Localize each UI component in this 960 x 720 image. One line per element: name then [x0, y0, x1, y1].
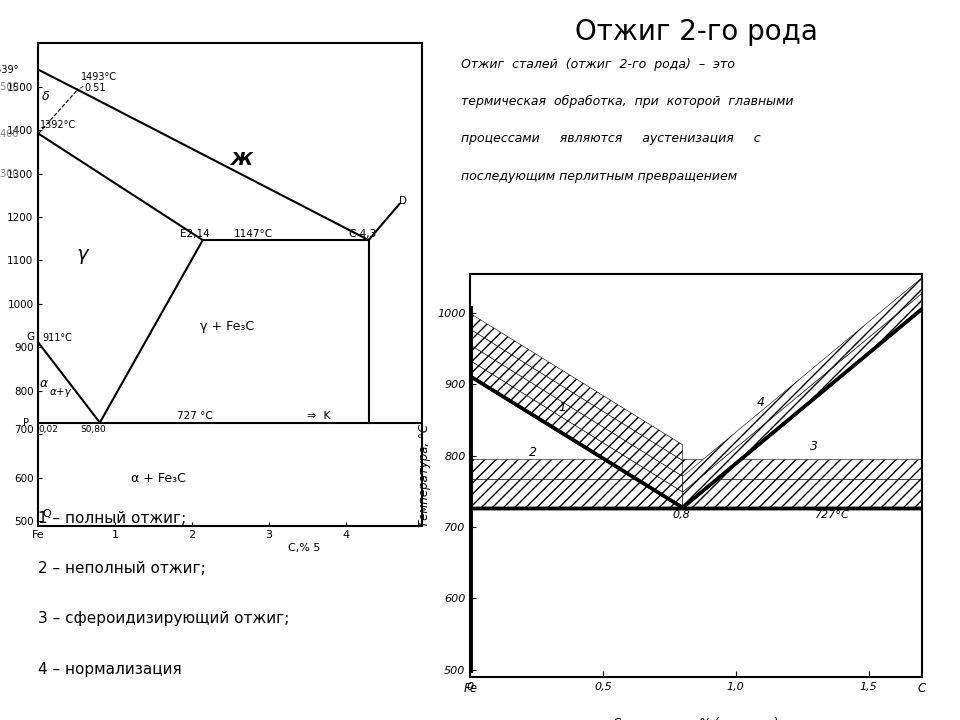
Text: α+γ: α+γ: [50, 387, 72, 397]
Text: 727°C: 727°C: [815, 510, 851, 521]
Text: E2,14: E2,14: [180, 228, 210, 238]
Text: C: C: [918, 683, 925, 696]
Text: процессами     являются     аустенизация     с: процессами являются аустенизация с: [461, 132, 760, 145]
Text: P: P: [23, 418, 29, 428]
Text: Ж: Ж: [230, 151, 252, 169]
Polygon shape: [470, 345, 683, 492]
Text: α: α: [40, 377, 48, 390]
Polygon shape: [470, 314, 683, 461]
Text: 3 – сфероидизирующий отжиг;: 3 – сфероидизирующий отжиг;: [38, 611, 290, 626]
Text: 1400: 1400: [0, 129, 19, 138]
Polygon shape: [683, 278, 922, 492]
Text: 2: 2: [529, 446, 537, 459]
Text: 4 – нормализация: 4 – нормализация: [38, 662, 182, 677]
Text: 1539°: 1539°: [0, 65, 19, 75]
Text: 4: 4: [757, 395, 765, 409]
Text: 1493°C: 1493°C: [80, 72, 117, 89]
Text: 1: 1: [558, 401, 566, 414]
Text: Fe: Fe: [464, 683, 477, 696]
Text: γ + Fe₃C: γ + Fe₃C: [200, 320, 253, 333]
Text: δ: δ: [42, 90, 50, 103]
Text: C 4,3: C 4,3: [349, 228, 376, 238]
Text: 0.51: 0.51: [84, 83, 106, 93]
Polygon shape: [470, 479, 922, 508]
Text: 1147°C: 1147°C: [234, 228, 274, 238]
Text: термическая  обработка,  при  которой  главными: термическая обработка, при которой главн…: [461, 95, 794, 108]
Text: α + Fe₃C: α + Fe₃C: [131, 472, 185, 485]
Polygon shape: [470, 459, 922, 479]
Text: 1 – полный отжиг;: 1 – полный отжиг;: [38, 510, 186, 526]
X-axis label: Содержание, % (по массе): Содержание, % (по массе): [613, 716, 779, 720]
Text: G: G: [27, 332, 35, 341]
Text: 727 °C: 727 °C: [177, 410, 212, 420]
Text: Отжиг 2-го рода: Отжиг 2-го рода: [575, 18, 817, 46]
Text: Отжиг  сталей  (отжиг  2-го  рода)  –  это: Отжиг сталей (отжиг 2-го рода) – это: [461, 58, 734, 71]
X-axis label:                                           C,% 5: C,% 5: [141, 543, 320, 553]
Text: 0,8: 0,8: [672, 510, 690, 521]
Text: S0,80: S0,80: [81, 426, 107, 434]
Text: 0,02: 0,02: [38, 426, 59, 434]
Text: последующим перлитным превращением: последующим перлитным превращением: [461, 170, 737, 183]
Polygon shape: [470, 361, 683, 508]
Text: ⇒  K: ⇒ K: [307, 410, 331, 420]
Y-axis label: Температура, °С: Температура, °С: [419, 423, 431, 527]
Text: γ: γ: [77, 246, 88, 264]
Text: Q: Q: [42, 509, 51, 519]
Text: 2 – неполный отжиг;: 2 – неполный отжиг;: [38, 561, 206, 576]
Text: 911°C: 911°C: [42, 333, 72, 343]
Polygon shape: [683, 294, 922, 508]
Text: 1500: 1500: [0, 81, 19, 91]
Text: 1300: 1300: [0, 168, 19, 179]
Text: 1392°C: 1392°C: [40, 120, 76, 130]
Text: D: D: [399, 196, 407, 206]
Text: 3: 3: [810, 440, 818, 453]
Polygon shape: [470, 329, 683, 476]
